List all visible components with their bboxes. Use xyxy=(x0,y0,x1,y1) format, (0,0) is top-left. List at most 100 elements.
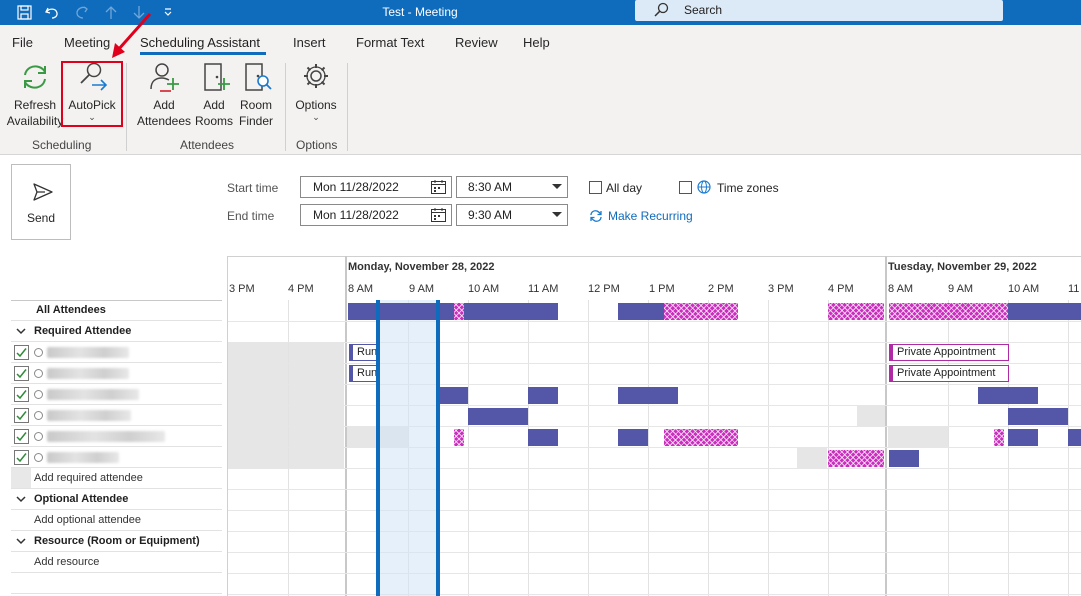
search-box[interactable]: Search xyxy=(635,0,1003,21)
autopick-button[interactable]: AutoPick ⌄ xyxy=(66,61,118,122)
grid-row-line xyxy=(228,405,1081,406)
busy-block xyxy=(1008,408,1068,425)
attendee-checkbox[interactable] xyxy=(14,387,29,402)
hour-label: 2 PM xyxy=(708,283,734,295)
attendee-name-redacted xyxy=(47,410,131,421)
chevron-down-icon[interactable] xyxy=(16,495,26,503)
all-attendees-label: All Attendees xyxy=(36,304,106,316)
tentative-block xyxy=(994,429,1004,446)
refresh-label-2: Availability xyxy=(6,114,64,128)
busy-block xyxy=(978,387,1038,404)
time-zones-checkbox[interactable] xyxy=(679,181,692,194)
grid-row-line xyxy=(228,552,1081,553)
all-day-checkbox[interactable] xyxy=(589,181,602,194)
chevron-down-icon[interactable] xyxy=(16,537,26,545)
attendee-checkbox[interactable] xyxy=(14,450,29,465)
hour-label: 10 AM xyxy=(468,283,500,295)
tentative-block xyxy=(454,429,464,446)
attendance-status-icon[interactable] xyxy=(34,411,43,420)
attendee-row[interactable] xyxy=(11,384,222,405)
attendee-checkbox[interactable] xyxy=(14,345,29,360)
hour-label: 10 AM xyxy=(1008,283,1040,295)
meeting-start-handle[interactable] xyxy=(376,300,380,596)
customize-icon[interactable] xyxy=(160,3,176,21)
grid-line xyxy=(1068,300,1069,596)
refresh-availability-button[interactable]: Refresh Availability xyxy=(4,61,66,129)
add-resource-input[interactable]: Add resource xyxy=(34,556,100,568)
undo-icon[interactable] xyxy=(42,3,62,21)
resource-group[interactable]: Resource (Room or Equipment) xyxy=(11,531,222,552)
add-rooms-label-2: Rooms xyxy=(194,114,233,128)
group-divider xyxy=(285,63,286,151)
group-label-options: Options xyxy=(296,138,338,152)
attendee-checkbox[interactable] xyxy=(14,366,29,381)
grid-line xyxy=(1008,300,1009,596)
room-finder-button[interactable]: Room Finder xyxy=(236,61,276,129)
gear-icon xyxy=(304,64,328,88)
attendee-checkbox[interactable] xyxy=(14,408,29,423)
required-attendee-group[interactable]: Required Attendee xyxy=(11,321,222,342)
tab-file[interactable]: File xyxy=(12,35,33,50)
tab-review[interactable]: Review xyxy=(455,35,498,50)
add-required-attendee-row[interactable]: Add required attendee xyxy=(11,468,222,489)
optional-attendee-group[interactable]: Optional Attendee xyxy=(11,489,222,510)
appointment-block: Run xyxy=(349,344,379,361)
attendance-status-icon[interactable] xyxy=(34,453,43,462)
autopick-icon xyxy=(80,62,108,91)
window-title: Test - Meeting xyxy=(382,5,458,19)
add-resource-row[interactable]: Add resource xyxy=(11,552,222,573)
scheduling-grid[interactable] xyxy=(227,256,1081,596)
send-button[interactable]: Send xyxy=(11,164,71,240)
chevron-down-icon[interactable] xyxy=(16,327,26,335)
active-tab-indicator xyxy=(140,52,266,55)
start-time-dropdown[interactable]: 8:30 AM xyxy=(456,176,568,198)
add-rooms-button[interactable]: Add Rooms xyxy=(194,61,234,129)
busy-block xyxy=(618,429,648,446)
calendar-icon[interactable] xyxy=(431,208,446,222)
end-date-field[interactable]: Mon 11/28/2022 xyxy=(300,204,452,226)
add-optional-attendee-input[interactable]: Add optional attendee xyxy=(34,514,142,526)
attendee-checkbox[interactable] xyxy=(14,429,29,444)
attendance-status-icon[interactable] xyxy=(34,390,43,399)
options-dropdown-icon[interactable]: ⌄ xyxy=(312,112,320,122)
make-recurring-link[interactable]: Make Recurring xyxy=(608,209,693,223)
proposed-meeting-slot[interactable] xyxy=(378,300,439,596)
tab-insert[interactable]: Insert xyxy=(293,35,326,50)
calendar-icon[interactable] xyxy=(431,180,446,194)
end-time-dropdown[interactable]: 9:30 AM xyxy=(456,204,568,226)
attendee-row[interactable] xyxy=(11,342,222,363)
add-optional-attendee-row[interactable]: Add optional attendee xyxy=(11,510,222,531)
add-required-attendee-input[interactable]: Add required attendee xyxy=(34,472,143,484)
search-label: Search xyxy=(684,3,723,17)
up-arrow-icon[interactable] xyxy=(102,3,120,21)
attendance-status-icon[interactable] xyxy=(34,369,43,378)
grid-line xyxy=(648,300,649,596)
options-button[interactable]: Options ⌄ xyxy=(292,61,340,122)
grid-row-line xyxy=(228,468,1081,469)
attendee-row[interactable] xyxy=(11,363,222,384)
recurrence-icon[interactable] xyxy=(589,209,603,223)
redo-icon[interactable] xyxy=(72,3,92,21)
add-attendees-button[interactable]: Add Attendees xyxy=(134,61,194,129)
save-icon[interactable] xyxy=(14,3,34,21)
attendance-status-icon[interactable] xyxy=(34,432,43,441)
ribbon-tabs: File Meeting Scheduling Assistant Insert… xyxy=(0,25,1081,57)
empty-attendee-row xyxy=(11,573,222,594)
ribbon: Refresh Availability AutoPick ⌄ Scheduli… xyxy=(0,57,1081,155)
attendee-row[interactable] xyxy=(11,426,222,447)
room-finder-icon xyxy=(245,63,272,91)
chevron-down-icon xyxy=(552,184,562,189)
start-date-field[interactable]: Mon 11/28/2022 xyxy=(300,176,452,198)
attendance-status-icon[interactable] xyxy=(34,348,43,357)
attendee-row[interactable] xyxy=(11,405,222,426)
tab-help[interactable]: Help xyxy=(523,35,550,50)
attendee-row[interactable] xyxy=(11,447,222,468)
row-gutter xyxy=(11,468,31,489)
tab-meeting[interactable]: Meeting xyxy=(64,35,111,50)
down-arrow-icon[interactable] xyxy=(130,3,148,21)
tab-format-text[interactable]: Format Text xyxy=(356,35,425,50)
tab-scheduling-assistant[interactable]: Scheduling Assistant xyxy=(140,35,260,50)
autopick-highlight-box xyxy=(61,61,123,127)
meeting-end-handle[interactable] xyxy=(436,300,440,596)
autopick-dropdown-icon[interactable]: ⌄ xyxy=(88,112,96,122)
